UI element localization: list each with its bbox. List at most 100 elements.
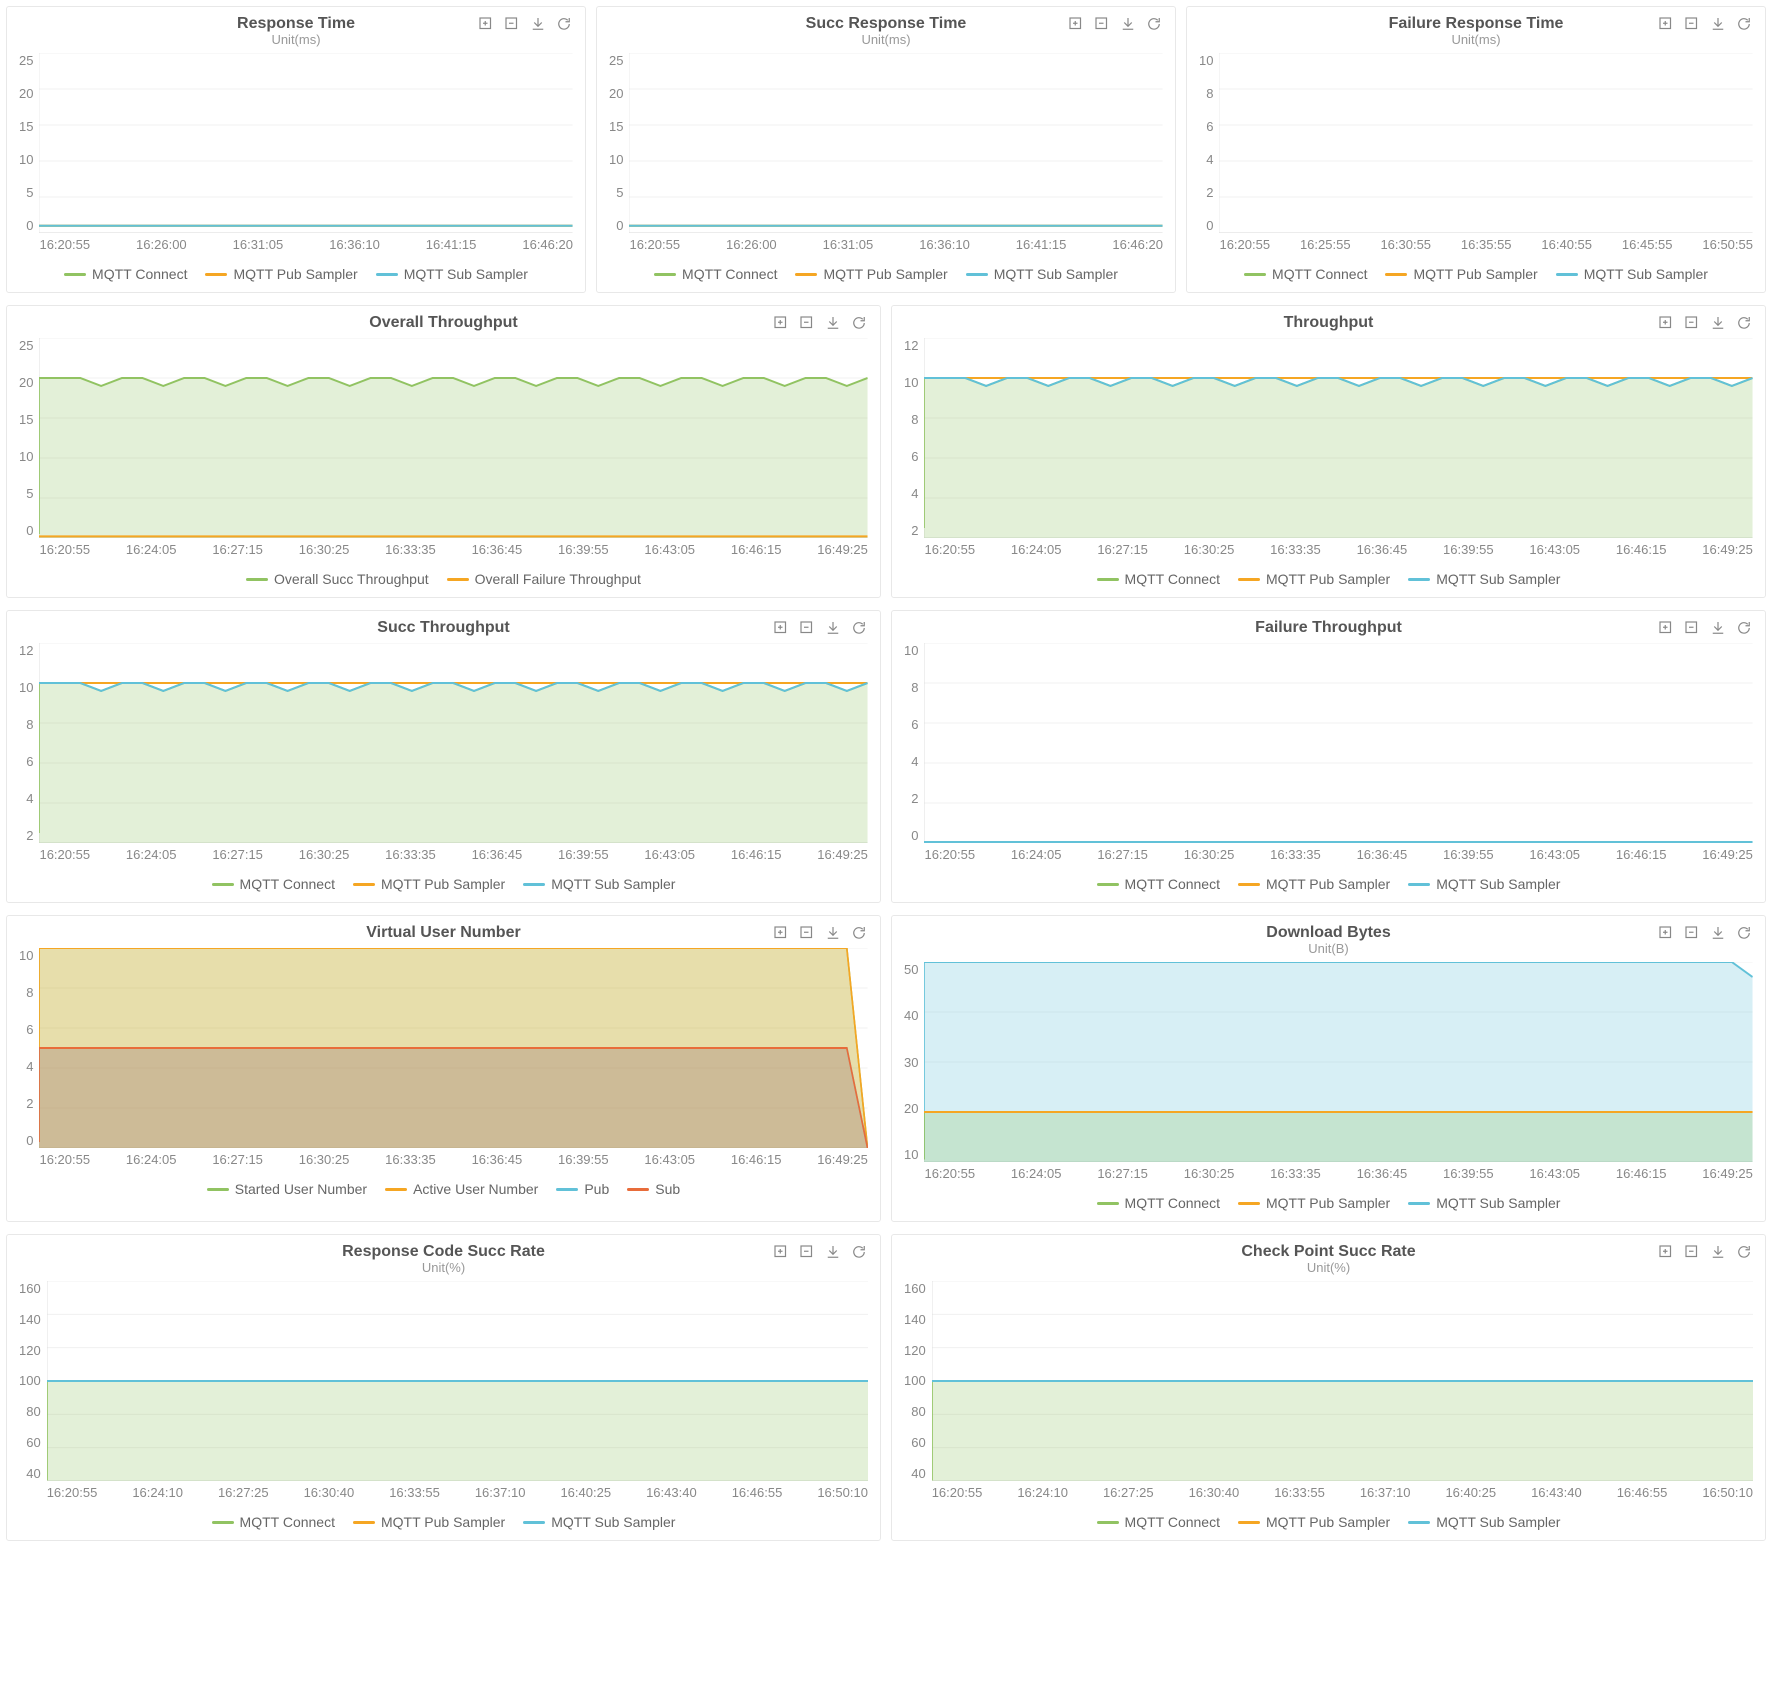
refresh-icon[interactable] xyxy=(850,1243,868,1261)
refresh-icon[interactable] xyxy=(1735,15,1753,33)
zoom-out-icon[interactable] xyxy=(798,1243,816,1261)
download-icon[interactable] xyxy=(824,1243,842,1261)
download-icon[interactable] xyxy=(1709,619,1727,637)
zoom-in-icon[interactable] xyxy=(477,15,495,33)
legend-label: MQTT Connect xyxy=(240,876,335,892)
plot-area xyxy=(1219,53,1753,233)
legend-item[interactable]: MQTT Sub Sampler xyxy=(1556,266,1708,282)
legend-item[interactable]: MQTT Sub Sampler xyxy=(376,266,528,282)
zoom-out-icon[interactable] xyxy=(1683,314,1701,332)
refresh-icon[interactable] xyxy=(850,924,868,942)
download-icon[interactable] xyxy=(824,924,842,942)
legend-item[interactable]: MQTT Pub Sampler xyxy=(1385,266,1537,282)
legend-label: MQTT Connect xyxy=(1272,266,1367,282)
legend-item[interactable]: MQTT Connect xyxy=(64,266,187,282)
plot-area xyxy=(39,643,868,843)
legend-item[interactable]: MQTT Sub Sampler xyxy=(1408,1514,1560,1530)
zoom-in-icon[interactable] xyxy=(772,314,790,332)
legend-label: MQTT Sub Sampler xyxy=(404,266,528,282)
refresh-icon[interactable] xyxy=(850,619,868,637)
download-icon[interactable] xyxy=(529,15,547,33)
legend-item[interactable]: MQTT Pub Sampler xyxy=(1238,1195,1390,1211)
refresh-icon[interactable] xyxy=(555,15,573,33)
legend-item[interactable]: MQTT Pub Sampler xyxy=(1238,571,1390,587)
chart-subtitle: Unit(%) xyxy=(904,1260,1753,1275)
legend-item[interactable]: MQTT Pub Sampler xyxy=(795,266,947,282)
y-axis: 5040302010 xyxy=(904,962,924,1162)
chart-toolbar xyxy=(1657,924,1753,942)
legend-item[interactable]: Pub xyxy=(556,1181,609,1197)
legend-label: Sub xyxy=(655,1181,680,1197)
legend-item[interactable]: MQTT Connect xyxy=(1097,571,1220,587)
download-icon[interactable] xyxy=(824,619,842,637)
legend-item[interactable]: MQTT Connect xyxy=(1097,1195,1220,1211)
legend-item[interactable]: MQTT Pub Sampler xyxy=(1238,876,1390,892)
download-icon[interactable] xyxy=(824,314,842,332)
zoom-in-icon[interactable] xyxy=(1657,924,1675,942)
chart-panel-ftp: Failure Throughput 1086420 16:20:5516:24… xyxy=(891,610,1766,903)
chart-title: Failure Throughput xyxy=(904,619,1753,637)
legend-item[interactable]: Sub xyxy=(627,1181,680,1197)
zoom-out-icon[interactable] xyxy=(1683,1243,1701,1261)
legend-item[interactable]: Overall Failure Throughput xyxy=(447,571,641,587)
zoom-in-icon[interactable] xyxy=(772,1243,790,1261)
chart-panel-rcr: Response Code Succ Rate Unit(%) 16014012… xyxy=(6,1234,881,1541)
zoom-in-icon[interactable] xyxy=(772,924,790,942)
refresh-icon[interactable] xyxy=(1735,314,1753,332)
download-icon[interactable] xyxy=(1119,15,1137,33)
zoom-out-icon[interactable] xyxy=(798,314,816,332)
zoom-in-icon[interactable] xyxy=(1657,1243,1675,1261)
legend-item[interactable]: MQTT Sub Sampler xyxy=(1408,1195,1560,1211)
plot-area xyxy=(39,338,868,538)
zoom-out-icon[interactable] xyxy=(1683,15,1701,33)
legend-item[interactable]: MQTT Connect xyxy=(1244,266,1367,282)
legend-item[interactable]: MQTT Sub Sampler xyxy=(966,266,1118,282)
legend-item[interactable]: MQTT Pub Sampler xyxy=(205,266,357,282)
legend-item[interactable]: Overall Succ Throughput xyxy=(246,571,429,587)
legend-item[interactable]: Started User Number xyxy=(207,1181,367,1197)
chart-panel-vun: Virtual User Number 1086420 16:20:5516:2… xyxy=(6,915,881,1222)
legend-label: MQTT Sub Sampler xyxy=(551,1514,675,1530)
legend-item[interactable]: MQTT Pub Sampler xyxy=(353,1514,505,1530)
legend-label: MQTT Pub Sampler xyxy=(381,1514,505,1530)
zoom-in-icon[interactable] xyxy=(1657,314,1675,332)
download-icon[interactable] xyxy=(1709,314,1727,332)
chart-subtitle: Unit(ms) xyxy=(609,32,1163,47)
legend-item[interactable]: MQTT Sub Sampler xyxy=(1408,876,1560,892)
chart-title: Succ Throughput xyxy=(19,619,868,637)
zoom-out-icon[interactable] xyxy=(1683,924,1701,942)
zoom-in-icon[interactable] xyxy=(1657,619,1675,637)
legend-item[interactable]: MQTT Sub Sampler xyxy=(523,876,675,892)
refresh-icon[interactable] xyxy=(1145,15,1163,33)
refresh-icon[interactable] xyxy=(850,314,868,332)
chart-title: Response Code Succ Rate xyxy=(19,1243,868,1261)
download-icon[interactable] xyxy=(1709,924,1727,942)
legend-item[interactable]: Active User Number xyxy=(385,1181,538,1197)
download-icon[interactable] xyxy=(1709,1243,1727,1261)
legend-label: Overall Succ Throughput xyxy=(274,571,429,587)
zoom-in-icon[interactable] xyxy=(772,619,790,637)
zoom-out-icon[interactable] xyxy=(798,924,816,942)
legend-item[interactable]: MQTT Connect xyxy=(212,1514,335,1530)
legend-item[interactable]: MQTT Connect xyxy=(1097,1514,1220,1530)
refresh-icon[interactable] xyxy=(1735,924,1753,942)
zoom-in-icon[interactable] xyxy=(1657,15,1675,33)
zoom-in-icon[interactable] xyxy=(1067,15,1085,33)
zoom-out-icon[interactable] xyxy=(503,15,521,33)
legend-item[interactable]: MQTT Sub Sampler xyxy=(1408,571,1560,587)
legend-item[interactable]: MQTT Connect xyxy=(1097,876,1220,892)
zoom-out-icon[interactable] xyxy=(798,619,816,637)
legend-item[interactable]: MQTT Connect xyxy=(654,266,777,282)
zoom-out-icon[interactable] xyxy=(1093,15,1111,33)
refresh-icon[interactable] xyxy=(1735,1243,1753,1261)
legend-item[interactable]: MQTT Pub Sampler xyxy=(1238,1514,1390,1530)
legend-item[interactable]: MQTT Pub Sampler xyxy=(353,876,505,892)
legend-item[interactable]: MQTT Sub Sampler xyxy=(523,1514,675,1530)
zoom-out-icon[interactable] xyxy=(1683,619,1701,637)
chart-toolbar xyxy=(1657,15,1753,33)
legend-item[interactable]: MQTT Connect xyxy=(212,876,335,892)
download-icon[interactable] xyxy=(1709,15,1727,33)
refresh-icon[interactable] xyxy=(1735,619,1753,637)
legend-label: MQTT Connect xyxy=(1125,571,1220,587)
y-axis: 1086420 xyxy=(19,948,39,1148)
